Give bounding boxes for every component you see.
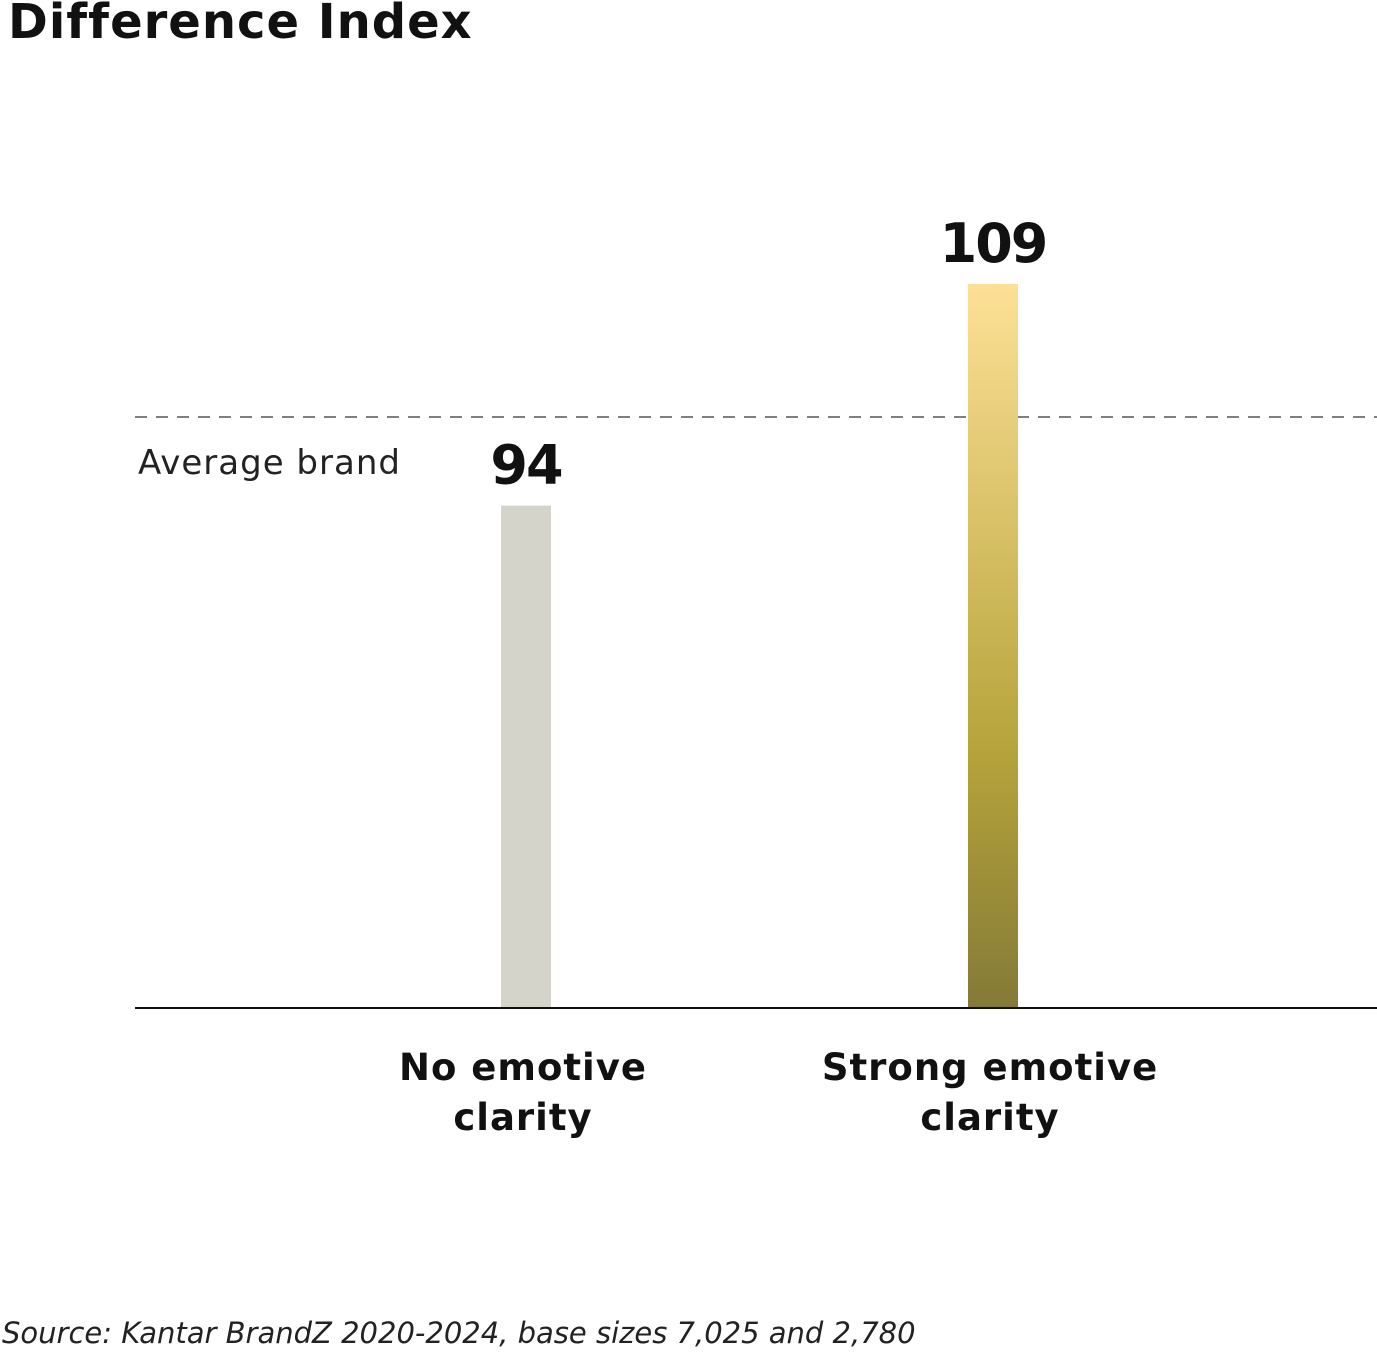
average-reference-label: Average brand <box>138 443 401 483</box>
data-label-2: 109 <box>940 212 1047 275</box>
category-label-2: Strong emotive <box>822 1046 1158 1089</box>
source-note: Source: Kantar BrandZ 2020-2024, base si… <box>2 1316 916 1350</box>
bar-1 <box>501 505 551 1008</box>
category-label-1: clarity <box>453 1096 592 1139</box>
category-label-2: clarity <box>920 1096 1059 1139</box>
bar-2 <box>968 284 1018 1008</box>
data-label-1: 94 <box>490 434 562 497</box>
chart-title: Difference Index <box>8 0 473 50</box>
category-label-1: No emotive <box>399 1046 647 1089</box>
